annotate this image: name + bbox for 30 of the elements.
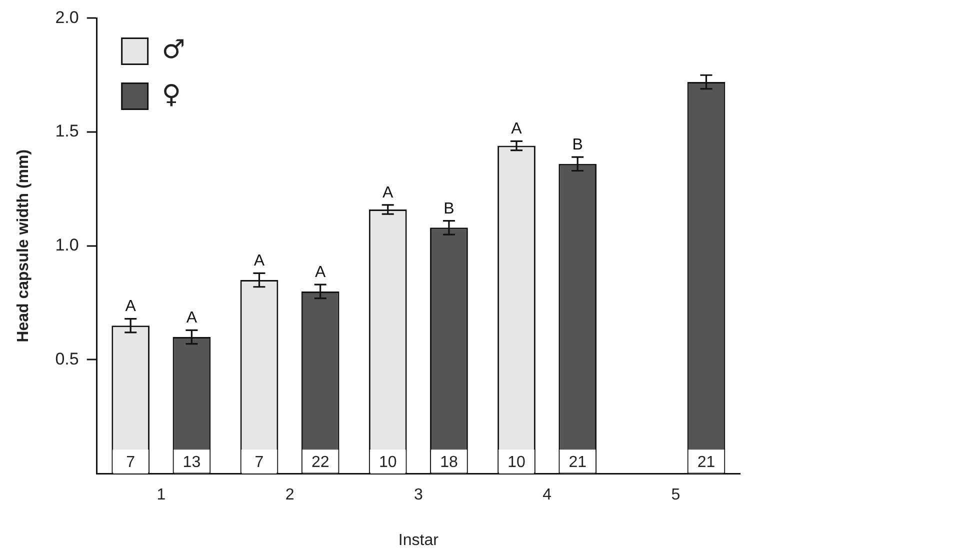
data-label: A <box>314 264 326 282</box>
data-label: A <box>186 310 198 327</box>
x-tick-label: 4 <box>542 486 552 504</box>
legend-label: ♀ <box>162 80 181 110</box>
data-label: B <box>444 200 454 218</box>
x-tick-label: 5 <box>671 486 680 504</box>
annotation: 7 <box>126 454 136 472</box>
annotation: 22 <box>311 454 330 472</box>
x-tick-label: 3 <box>414 486 423 504</box>
annotation: 13 <box>182 454 201 472</box>
annotation: 21 <box>697 454 716 472</box>
annotation: 7 <box>254 454 264 472</box>
x-tick-label: 2 <box>285 486 294 504</box>
data-label: A <box>254 252 265 270</box>
data-label: A <box>511 120 522 138</box>
annotation: 21 <box>568 454 587 472</box>
x-tick-label: 1 <box>156 486 166 504</box>
annotation: 10 <box>378 454 397 472</box>
annotation: 18 <box>440 454 458 472</box>
data-label: A <box>125 298 136 316</box>
data-label: A <box>382 184 394 202</box>
x-axis-title: Instar <box>398 532 440 549</box>
annotation: 10 <box>508 454 526 472</box>
y-tick-label: 1.5 <box>55 122 79 141</box>
data-label: B <box>572 136 583 154</box>
y-tick-label: 2.0 <box>55 8 79 27</box>
y-tick-label: 1.0 <box>55 236 79 255</box>
y-axis-title: Head capsule width (mm) <box>15 149 32 342</box>
y-tick-label: 0.5 <box>55 349 79 368</box>
legend-label: ♂ <box>162 34 186 65</box>
